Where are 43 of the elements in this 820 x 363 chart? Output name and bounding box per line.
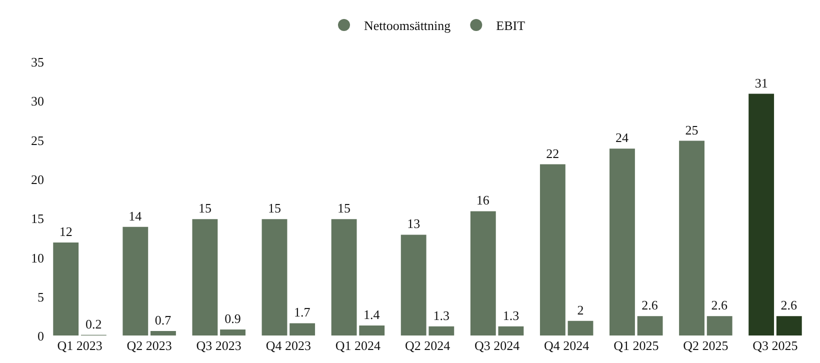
data-label: 1.3 xyxy=(433,308,450,323)
data-label: 31 xyxy=(754,75,768,90)
y-tick-label: 35 xyxy=(31,54,44,70)
data-label: 2.6 xyxy=(711,298,728,313)
y-tick-label: 0 xyxy=(38,328,44,344)
y-tick-label: 15 xyxy=(31,211,44,226)
data-label: 22 xyxy=(546,146,560,161)
y-tick-label: 5 xyxy=(38,289,44,304)
data-label: 2 xyxy=(577,302,584,318)
data-label: 25 xyxy=(685,122,698,138)
y-tick-label: 20 xyxy=(31,172,44,187)
x-tick-label: Q1 2023 xyxy=(57,338,102,353)
y-tick-label: 10 xyxy=(31,250,44,266)
data-label: 12 xyxy=(59,224,72,240)
x-tick-label: Q1 2025 xyxy=(614,338,659,353)
x-tick-label: Q3 2023 xyxy=(196,338,242,353)
data-label: 16 xyxy=(476,192,490,208)
x-tick-label: Q4 2023 xyxy=(266,338,311,353)
data-label: 2.6 xyxy=(642,298,658,313)
data-label: 24 xyxy=(615,130,629,146)
data-label: 0.7 xyxy=(154,312,172,328)
y-tick-label: 25 xyxy=(31,132,44,148)
x-tick-label: Q1 2024 xyxy=(335,338,382,353)
y-tick-label: 30 xyxy=(31,94,44,109)
data-label: 1.7 xyxy=(294,304,311,320)
legend-label: EBIT xyxy=(496,18,526,34)
x-tick-label: Q2 2025 xyxy=(683,338,728,353)
data-label: 15 xyxy=(268,200,281,216)
data-label: 13 xyxy=(407,216,420,232)
data-label: 14 xyxy=(128,208,142,224)
x-tick-label: Q4 2024 xyxy=(544,338,590,353)
data-label: 15 xyxy=(338,200,351,216)
legend-label: Nettoomsättning xyxy=(364,18,452,34)
data-label: 15 xyxy=(198,200,212,216)
x-tick-label: Q2 2024 xyxy=(404,338,451,353)
x-tick-label: Q3 2025 xyxy=(752,338,798,353)
data-label: 2.6 xyxy=(780,298,798,313)
data-label: 1.3 xyxy=(502,308,520,323)
data-label: 1.4 xyxy=(363,307,380,322)
x-tick-label: Q2 2023 xyxy=(126,338,172,353)
x-tick-label: Q3 2024 xyxy=(474,338,520,353)
data-label: 0.2 xyxy=(86,316,102,332)
data-label: 0.9 xyxy=(224,310,241,326)
